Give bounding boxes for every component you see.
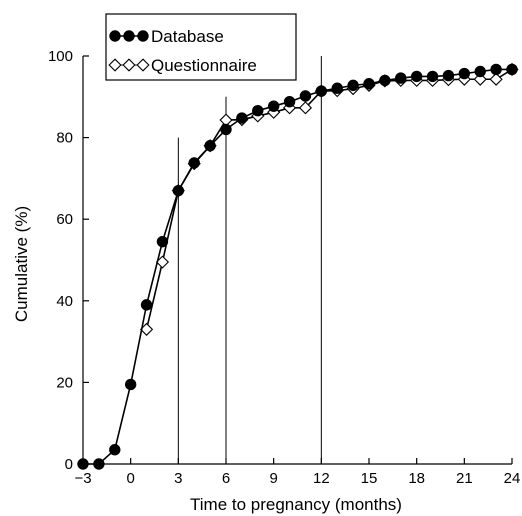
legend-questionnaire-marker [122,58,136,72]
series-database [77,63,518,470]
legend-label-questionnaire: Questionnaire [151,56,257,75]
database-point [236,112,248,124]
legend-database-marker [123,30,135,42]
x-tick-label: 12 [313,470,330,487]
legend-database-marker [109,30,121,42]
legend-questionnaire-marker [136,58,150,72]
y-tick-label: 40 [56,293,73,310]
database-point [331,82,343,94]
database-point [93,458,105,470]
x-tick-label: 15 [361,470,378,487]
legend-questionnaire-marker [108,58,122,72]
x-tick-label: 3 [174,470,182,487]
database-point [474,65,486,78]
database-point [379,74,391,87]
database-point [410,70,423,83]
y-tick-label: 20 [56,374,73,391]
series-line-database [83,68,512,465]
database-point [204,140,216,152]
x-tick-label: 0 [126,470,134,487]
x-axis-title: Time to pregnancy (months) [190,495,402,514]
database-point [220,123,232,136]
series-line-questionnaire [145,68,513,330]
legend-database-markers [109,30,149,42]
axes [82,56,512,465]
legend-label-database: Database [151,27,224,46]
series-questionnaire [139,62,519,336]
database-point [506,63,518,76]
database-point [299,90,312,102]
database-point [156,235,169,248]
legend-box [105,13,297,81]
legend: Database Questionnaire [105,13,297,81]
series-layer [77,62,519,470]
database-point [77,458,89,470]
x-tick-label: 21 [456,470,473,487]
database-point [315,85,328,97]
database-point [140,299,153,311]
database-point [442,69,455,82]
legend-questionnaire-markers [108,58,150,72]
database-point [109,444,121,456]
database-point [172,184,185,197]
database-point [124,378,137,391]
x-tick-label: −3 [74,470,91,487]
y-ticks: 0 20 40 60 80 100 [48,48,89,473]
x-tick-label: 9 [269,470,277,487]
questionnaire-point [489,72,503,86]
legend-database-marker [137,30,149,42]
database-point [458,67,471,80]
x-tick-label: 24 [504,470,521,487]
y-tick-label: 0 [65,456,73,473]
x-tick-label: 18 [408,470,425,487]
questionnaire-point [298,101,313,115]
database-point [363,78,375,90]
database-point [347,79,359,92]
y-tick-label: 100 [48,48,73,65]
y-tick-label: 80 [56,130,73,147]
database-point [395,72,407,84]
x-ticks: −3 0 3 6 9 12 15 18 21 24 [74,458,520,487]
database-point [426,70,439,83]
y-axis-title: Cumulative (%) [12,206,31,322]
y-tick-label: 60 [56,211,73,228]
database-point [267,100,280,112]
database-point [188,157,200,169]
x-tick-label: 6 [222,470,230,487]
database-point [283,95,296,108]
database-point [252,104,264,117]
database-point [490,63,502,76]
